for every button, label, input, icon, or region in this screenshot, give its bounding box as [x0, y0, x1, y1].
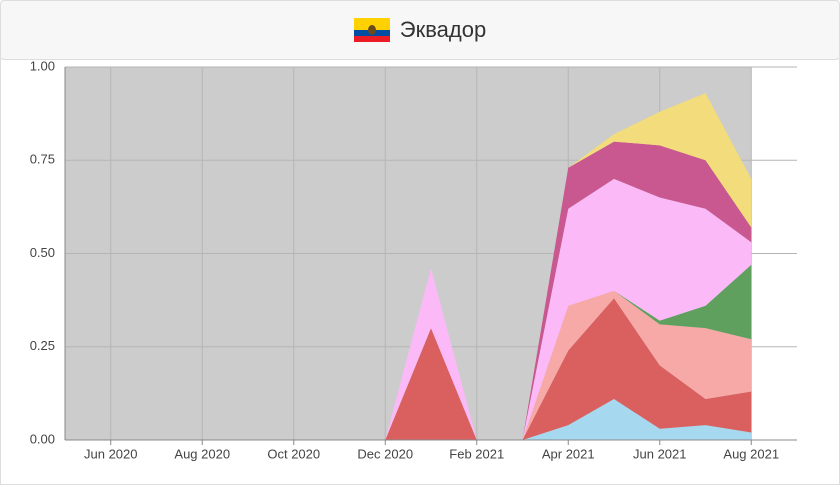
- x-tick-label: Dec 2020: [357, 446, 413, 461]
- area: [65, 178, 752, 440]
- x-tick-label: Feb 2021: [449, 446, 504, 461]
- area: [65, 141, 752, 440]
- y-tick-label: 0.75: [30, 152, 55, 167]
- y-tick-label: 0.50: [30, 245, 55, 260]
- y-tick-label: 0.25: [30, 338, 55, 353]
- x-tick-label: Oct 2020: [267, 446, 320, 461]
- area: [65, 93, 752, 441]
- y-tick-label: 0.00: [30, 431, 55, 446]
- x-tick-label: Jun 2021: [633, 446, 687, 461]
- x-tick-label: Jun 2020: [84, 446, 138, 461]
- x-tick-label: Aug 2020: [174, 446, 230, 461]
- area: [65, 290, 752, 440]
- area: [65, 398, 752, 440]
- flag: [353, 18, 390, 42]
- y-tick-label: 1.00: [30, 58, 55, 73]
- x-tick-label: Aug 2021: [723, 446, 779, 461]
- x-tick-label: Apr 2021: [542, 446, 595, 461]
- title: Эквадор: [399, 17, 487, 42]
- area: [65, 298, 752, 440]
- header: Эквадор: [0, 0, 840, 60]
